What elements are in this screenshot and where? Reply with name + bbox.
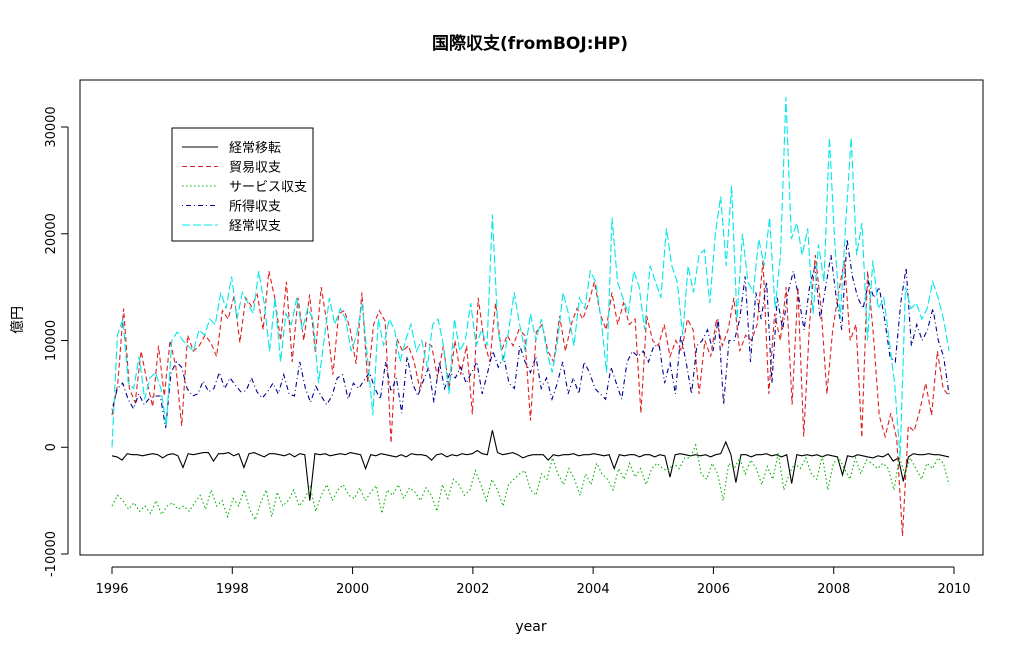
- plot-frame: [79, 79, 984, 556]
- y-tick-label: 10000: [44, 320, 59, 361]
- series-line-5: [111, 97, 950, 458]
- series-layer: [111, 97, 950, 536]
- x-tick-label: 1996: [95, 582, 128, 597]
- series-line-2: [111, 255, 950, 536]
- legend-label-4: 所得収支: [229, 199, 281, 215]
- y-tick-label: 30000: [44, 106, 59, 147]
- x-tick-label: 2006: [697, 582, 730, 597]
- y-axis: -10000 0 10000 20000 30000: [44, 106, 69, 577]
- y-tick-label: 20000: [44, 213, 59, 254]
- legend-label-5: 経常収支: [229, 219, 281, 234]
- legend-label-1: 経常移転: [229, 141, 281, 156]
- legend-label-3: サービス収支: [229, 180, 307, 195]
- legend-label-2: 貿易収支: [229, 161, 281, 176]
- y-tick-label: -10000: [44, 531, 59, 577]
- x-tick-label: 2004: [577, 582, 610, 597]
- x-axis-label: year: [515, 619, 546, 635]
- y-axis-label: 億円: [10, 306, 26, 334]
- x-tick-label: 2000: [336, 582, 369, 597]
- x-tick-label: 2008: [817, 582, 850, 597]
- series-line-4: [111, 239, 950, 429]
- series-line-1: [111, 430, 950, 501]
- y-tick-label: 0: [44, 443, 59, 451]
- x-tick-label: 2010: [937, 582, 970, 597]
- x-tick-label: 2002: [456, 582, 489, 597]
- x-tick-label: 1998: [216, 582, 249, 597]
- chart-title: 国際収支(fromBOJ:HP): [432, 33, 628, 54]
- x-axis: 1996 1998 2000 2002 2004 2006 2008 2010: [95, 566, 971, 597]
